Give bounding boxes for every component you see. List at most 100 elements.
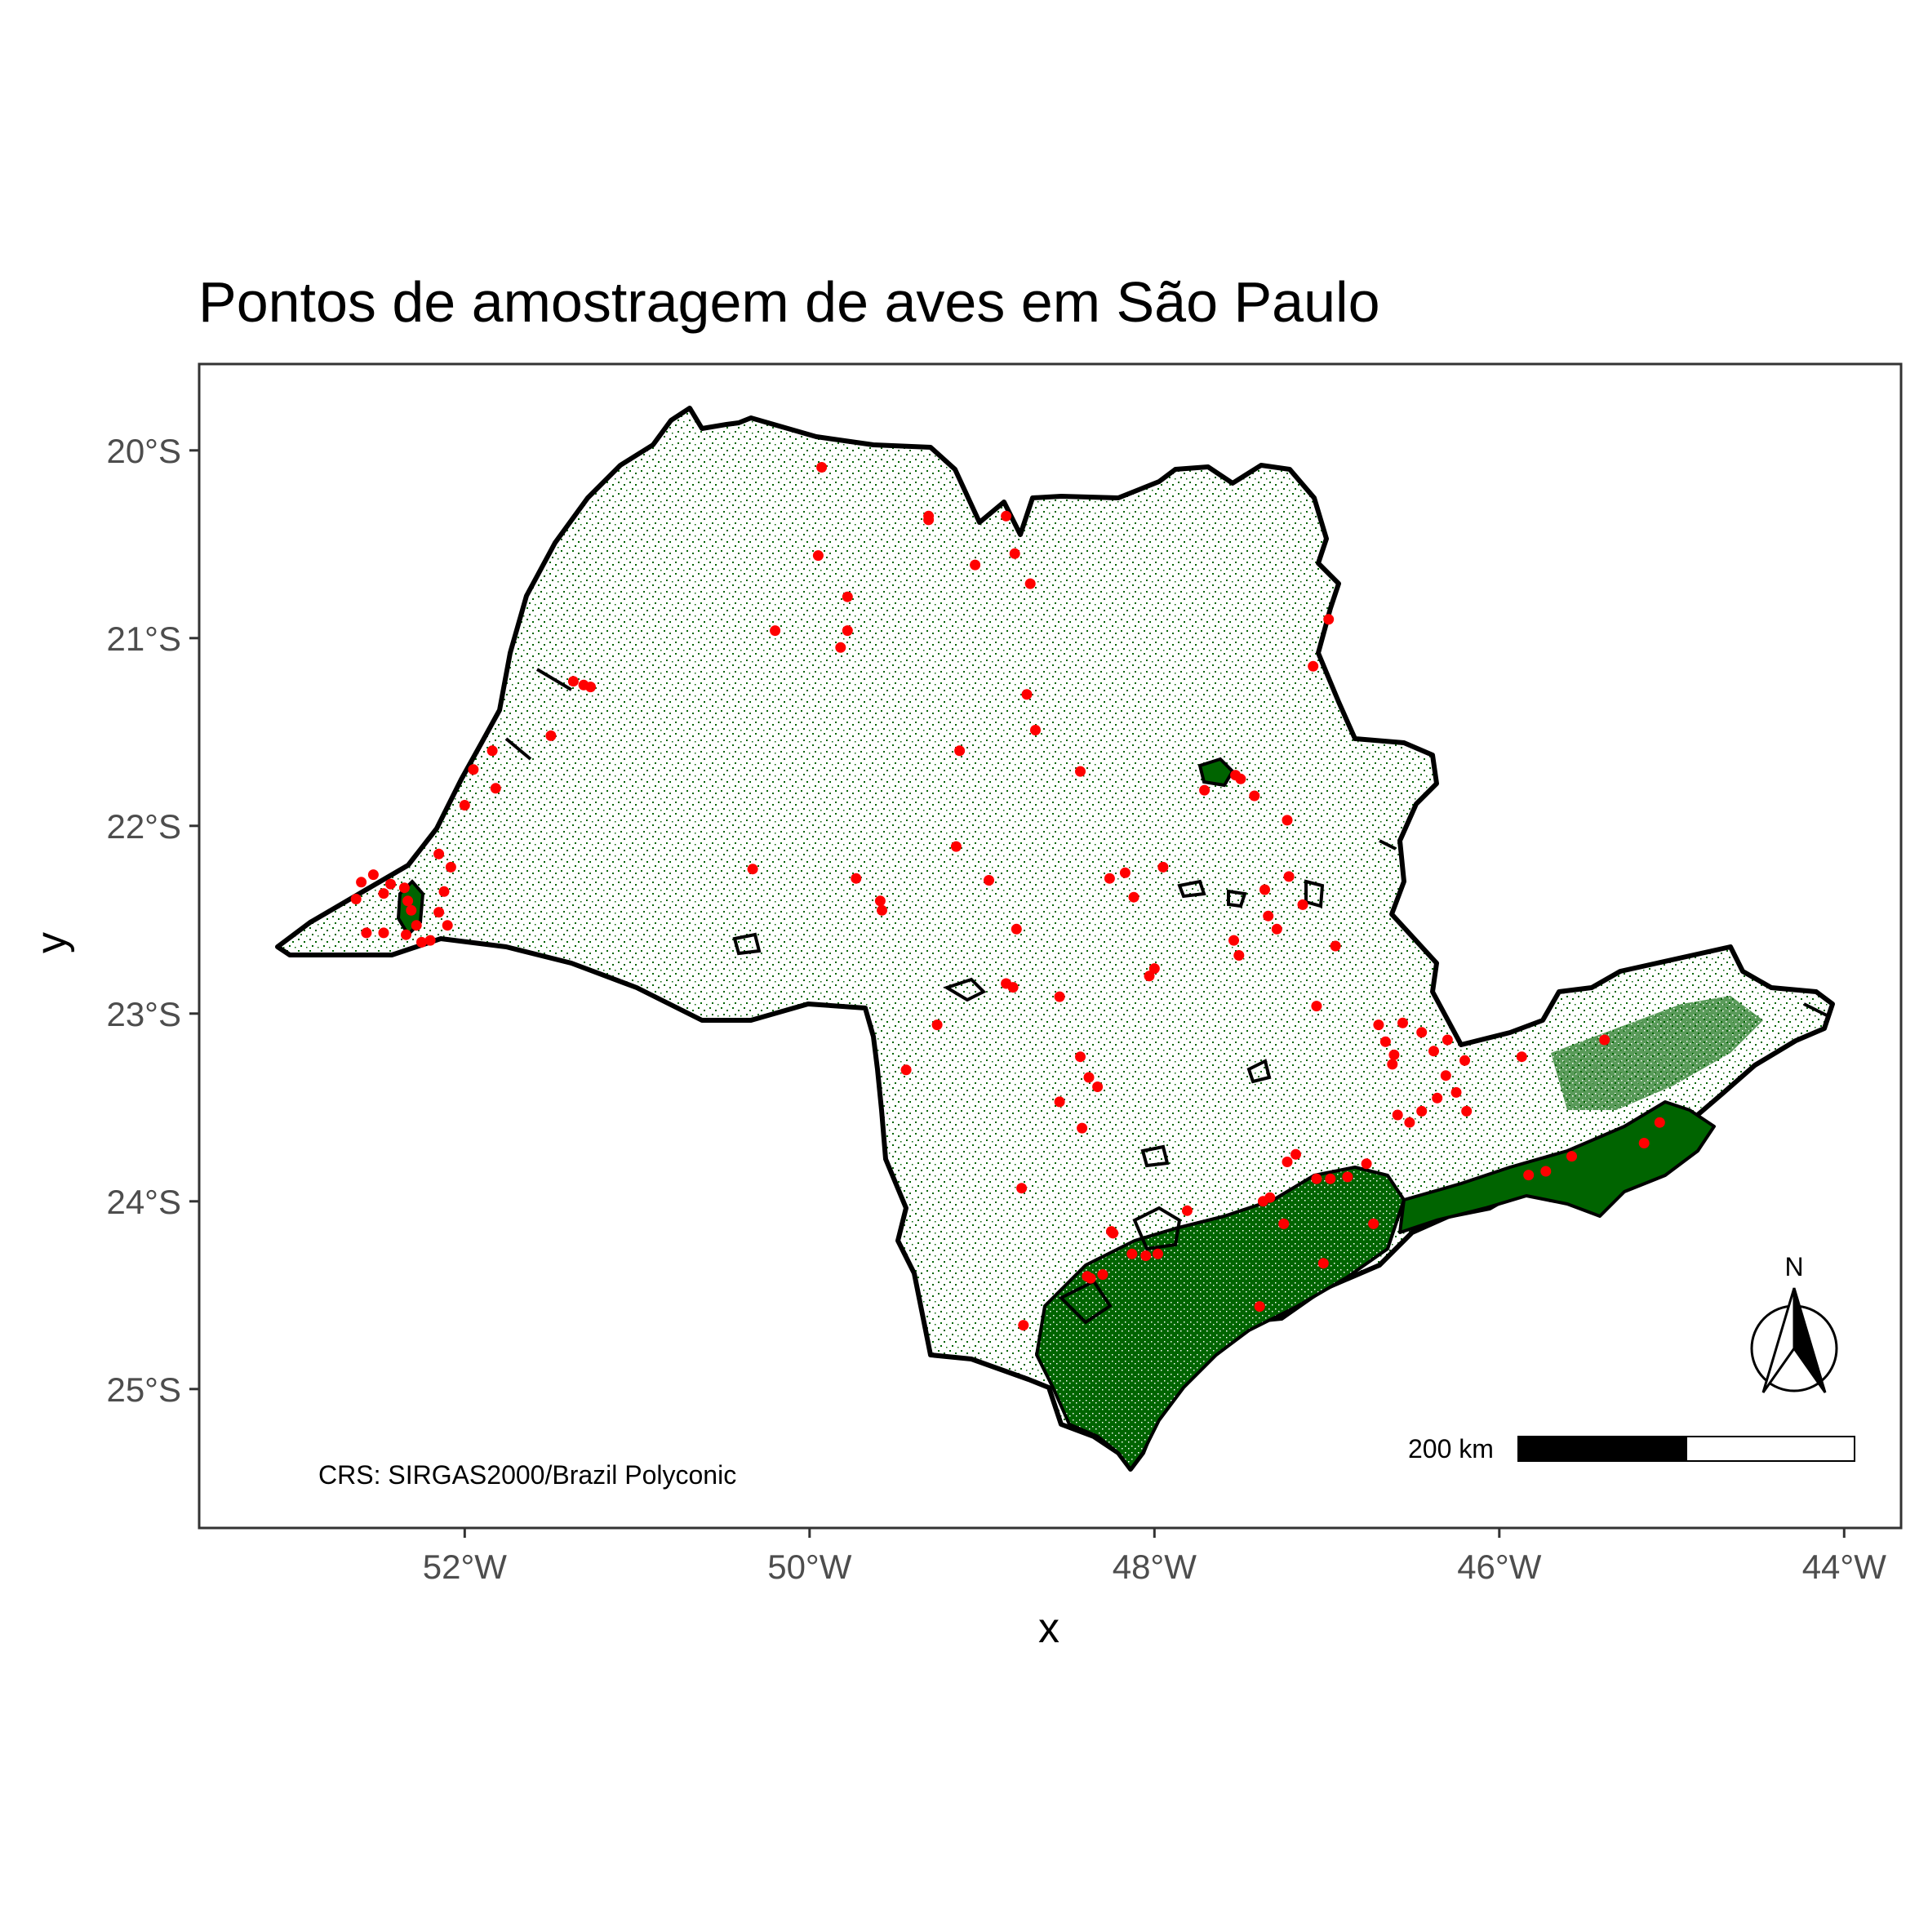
coastal-forest-strip — [1398, 1100, 1716, 1234]
sampling-point — [1054, 1096, 1065, 1108]
sampling-point — [1009, 548, 1020, 559]
sampling-point — [1018, 1320, 1029, 1331]
sampling-point — [385, 878, 396, 890]
sampling-point — [900, 1064, 912, 1076]
y-tick-label: 23°S — [106, 995, 181, 1033]
sampling-point — [545, 730, 557, 741]
sampling-points — [350, 462, 1665, 1331]
sampling-point — [1311, 1173, 1322, 1184]
sampling-point — [416, 936, 427, 948]
sampling-point — [1016, 1183, 1028, 1194]
sampling-point — [1442, 1034, 1453, 1046]
sampling-point — [1387, 1059, 1398, 1070]
sampling-point — [1330, 940, 1341, 952]
sampling-point — [1361, 1158, 1372, 1170]
sampling-point — [356, 877, 367, 888]
sampling-point — [438, 886, 450, 897]
sampling-point — [1368, 1218, 1379, 1229]
sampling-point — [567, 676, 579, 687]
x-tick-label: 52°W — [423, 1548, 508, 1586]
sampling-point — [1254, 1301, 1265, 1312]
map-title: Pontos de amostragem de aves em São Paul… — [198, 270, 1380, 334]
sampling-point — [877, 904, 887, 916]
sampling-point — [835, 642, 846, 653]
sampling-point — [1416, 1105, 1428, 1117]
sampling-point — [433, 848, 445, 859]
x-tick-label: 48°W — [1113, 1548, 1197, 1586]
sampling-point — [954, 745, 966, 757]
sampling-point — [350, 894, 362, 904]
atlantic-forest-region — [1035, 1166, 1406, 1471]
sampling-point — [923, 510, 935, 522]
forest-patch-mantiqueira — [1551, 996, 1763, 1110]
sampling-point — [1157, 861, 1169, 873]
sampling-point — [1308, 660, 1319, 672]
sampling-point — [1021, 689, 1033, 700]
y-axis: 20°S 21°S 22°S 23°S 24°S 25°S — [106, 432, 199, 1409]
sampling-point — [1388, 1049, 1400, 1060]
sampling-point — [842, 591, 853, 602]
y-tick-label: 25°S — [106, 1370, 181, 1409]
sampling-point — [585, 682, 596, 693]
x-axis: 52°W 50°W 48°W 46°W 44°W — [423, 1528, 1886, 1586]
sampling-point — [1566, 1151, 1577, 1162]
sampling-point — [1097, 1269, 1108, 1280]
y-tick-label: 24°S — [106, 1183, 181, 1221]
sampling-point — [842, 625, 853, 637]
sampling-point — [1075, 1051, 1086, 1063]
sampling-point — [1516, 1051, 1527, 1063]
sampling-point — [1140, 1250, 1152, 1261]
sampling-point — [468, 764, 479, 775]
sampling-point — [398, 882, 410, 894]
sampling-point — [1461, 1105, 1473, 1117]
y-tick-label: 22°S — [106, 807, 181, 846]
y-axis-title: y — [28, 932, 75, 953]
north-arrow-right-half — [1793, 1287, 1827, 1393]
sampling-point — [1001, 510, 1012, 522]
sampling-point — [1181, 1205, 1193, 1216]
sampling-point — [378, 888, 389, 899]
sampling-point — [1128, 891, 1139, 903]
x-tick-label: 50°W — [767, 1548, 852, 1586]
sampling-point — [1264, 1192, 1276, 1203]
sampling-point — [1440, 1070, 1451, 1081]
sampling-point — [816, 462, 828, 473]
sampling-point — [1249, 790, 1260, 802]
sampling-point — [1428, 1046, 1439, 1057]
sampling-point — [1119, 867, 1131, 878]
sampling-point — [1082, 1271, 1093, 1282]
scale-bar-black — [1517, 1436, 1687, 1462]
sampling-point — [433, 907, 445, 918]
sampling-point — [486, 745, 498, 757]
sampling-point — [770, 625, 781, 637]
sampling-point — [1278, 1218, 1290, 1229]
sampling-point — [1108, 1228, 1119, 1239]
sampling-point — [367, 869, 379, 881]
sampling-point — [1011, 923, 1022, 935]
sampling-point — [1540, 1166, 1552, 1177]
sampling-point — [1317, 1258, 1329, 1269]
x-tick-label: 44°W — [1802, 1548, 1887, 1586]
sampling-point — [747, 864, 758, 875]
sampling-point — [459, 800, 470, 811]
sampling-point — [1228, 935, 1239, 946]
north-label: N — [1784, 1252, 1803, 1281]
sampling-point — [1148, 963, 1160, 975]
sampling-point — [1233, 950, 1245, 961]
sampling-point — [1325, 1173, 1336, 1184]
sampling-point — [1083, 1072, 1095, 1083]
sampling-point — [411, 920, 422, 931]
sampling-point — [361, 927, 372, 939]
protected-areas — [504, 668, 1829, 1325]
x-tick-label: 46°W — [1457, 1548, 1542, 1586]
sampling-point — [931, 1019, 943, 1031]
sampling-point — [851, 873, 862, 884]
sampling-point — [1007, 982, 1019, 993]
y-tick-label: 20°S — [106, 432, 181, 470]
sampling-point — [1126, 1248, 1138, 1259]
scale-bar-label: 200 km — [1408, 1434, 1494, 1463]
sampling-point — [970, 559, 981, 571]
y-tick-label: 21°S — [106, 620, 181, 658]
sampling-point — [1092, 1081, 1104, 1092]
